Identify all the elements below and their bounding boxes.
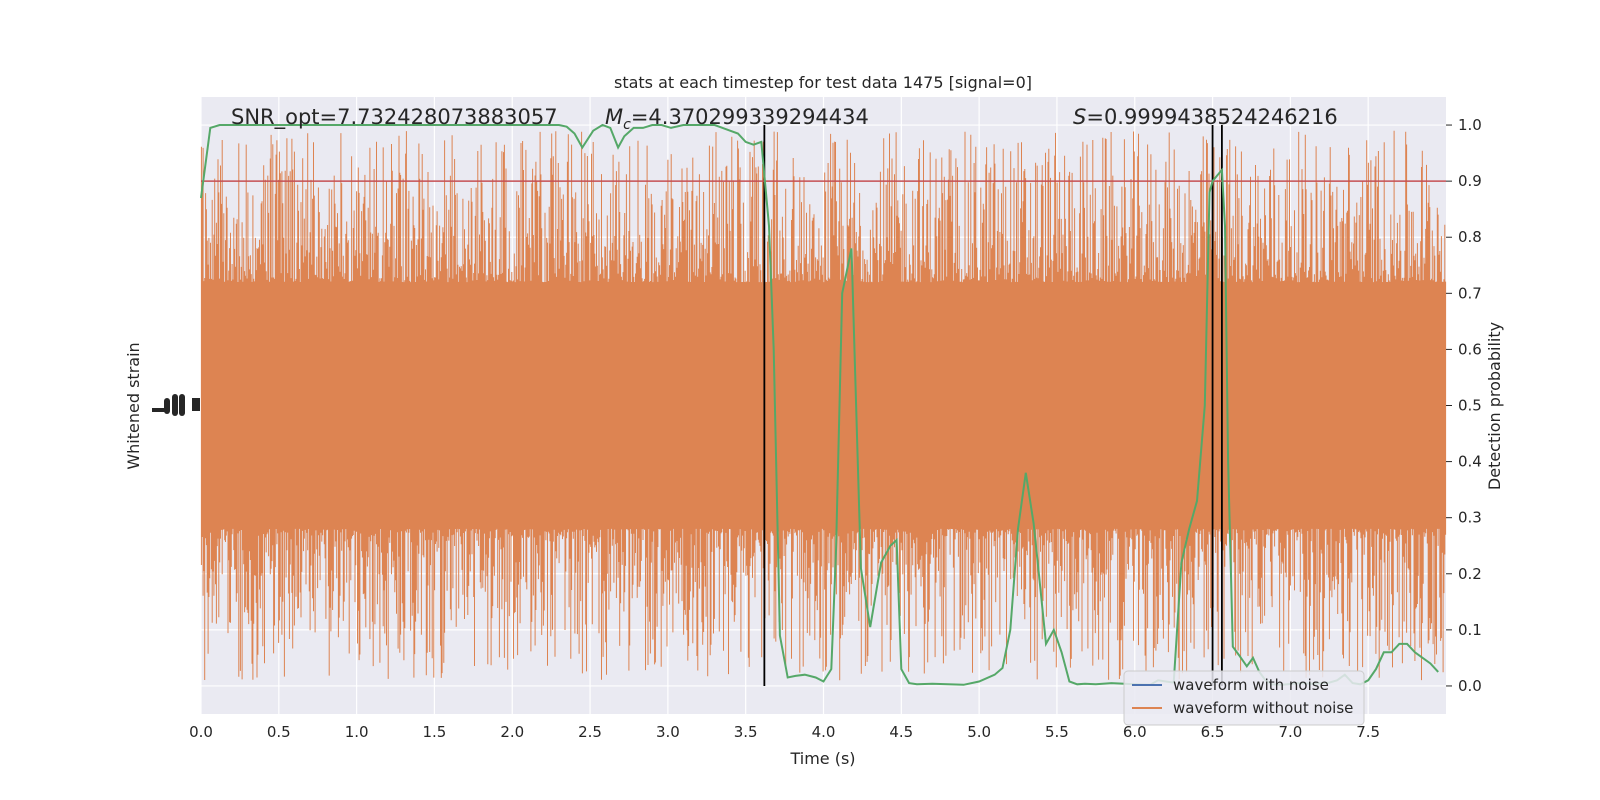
x-tick-label: 0.0 xyxy=(189,723,213,741)
score-value: =0.9999438524246216 xyxy=(1086,105,1337,129)
x-tick-label: 5.0 xyxy=(967,723,991,741)
y-tick-label: 0.5 xyxy=(1458,397,1482,415)
chart-title: stats at each timestep for test data 147… xyxy=(614,73,1032,92)
axis-ticks: 0.0 0.5 1.0 1.5 2.0 2.5 3.0 3.5 4.0 4.5 5.0 5.5 6.0 6… xyxy=(189,116,1482,741)
x-tick-label: 5.5 xyxy=(1045,723,1069,741)
chirp-mass-annotation: Mc=4.370299339294434 xyxy=(605,105,869,133)
x-tick-label: 6.5 xyxy=(1201,723,1225,741)
x-axis-label: Time (s) xyxy=(789,749,855,768)
y-axis-label-left: Whitened strain xyxy=(124,342,143,469)
chirp-mass-value: =4.370299339294434 xyxy=(631,105,869,129)
x-tick-label: 1.5 xyxy=(423,723,447,741)
y-tick-label: 0.9 xyxy=(1458,172,1482,190)
chirp-mass-subscript: c xyxy=(623,117,631,133)
chirp-mass-symbol: M xyxy=(605,105,623,129)
y-tick-label: 0.8 xyxy=(1458,228,1482,246)
legend-label-without-noise: waveform without noise xyxy=(1173,699,1353,717)
y-tick-label: 0.3 xyxy=(1458,509,1482,527)
legend-label-with-noise: waveform with noise xyxy=(1173,676,1329,694)
x-tick-label: 2.0 xyxy=(500,723,524,741)
legend: waveform with noise waveform without noi… xyxy=(1123,670,1365,726)
x-tick-label: 7.0 xyxy=(1278,723,1302,741)
legend-box xyxy=(1123,670,1365,726)
waveform-without-noise-series xyxy=(200,130,1447,681)
y-axis-label-right: Detection probability xyxy=(1485,322,1504,490)
snr-annotation: SNR_opt=7.732428073883057 xyxy=(231,105,558,130)
y-tick-label: 0.0 xyxy=(1458,677,1482,695)
y-tick-label: 0.4 xyxy=(1458,453,1482,471)
x-tick-label: 7.5 xyxy=(1356,723,1380,741)
x-tick-label: 2.5 xyxy=(578,723,602,741)
x-tick-label: 6.0 xyxy=(1123,723,1147,741)
x-tick-label: 0.5 xyxy=(267,723,291,741)
x-tick-label: 3.0 xyxy=(656,723,680,741)
x-tick-label: 4.5 xyxy=(889,723,913,741)
noise-strain-trace xyxy=(200,130,1447,681)
y-tick-label: 1.0 xyxy=(1458,116,1482,134)
score-annotation: S=0.9999438524246216 xyxy=(1073,105,1338,129)
x-tick-label: 4.0 xyxy=(812,723,836,741)
x-tick-label: 3.5 xyxy=(734,723,758,741)
y-tick-label: 0.6 xyxy=(1458,340,1482,358)
y-tick-label: 0.2 xyxy=(1458,565,1482,583)
y-tick-label: 0.1 xyxy=(1458,621,1482,639)
left-axis-tick-glyphs xyxy=(152,394,200,416)
peak-marker-lines xyxy=(763,125,1223,686)
score-symbol: S xyxy=(1073,105,1086,129)
y-tick-label: 0.7 xyxy=(1458,284,1482,302)
x-tick-label: 1.0 xyxy=(345,723,369,741)
